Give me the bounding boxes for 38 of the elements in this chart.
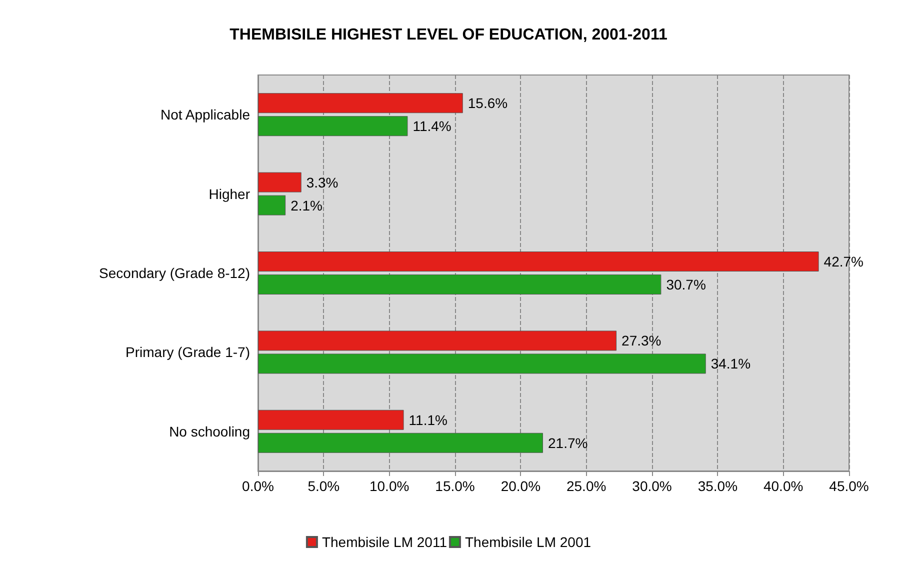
bar — [258, 354, 706, 374]
legend-label: Thembisile LM 2001 — [464, 534, 592, 550]
bar — [258, 252, 819, 272]
data-label: 3.3% — [306, 174, 338, 190]
chart-title: THEMBISILE HIGHEST LEVEL OF EDUCATION, 2001-2011 — [230, 26, 668, 44]
data-label: 42.7% — [824, 254, 864, 270]
x-tick-label: 45.0% — [829, 478, 869, 494]
data-label: 30.7% — [666, 276, 706, 292]
bar — [258, 172, 302, 192]
x-tick-label: 10.0% — [369, 478, 410, 494]
legend-label: Thembisile LM 2011 — [322, 534, 448, 550]
x-tick-label: 20.0% — [500, 478, 541, 494]
bar — [258, 330, 617, 351]
data-label: 15.6% — [468, 95, 508, 112]
x-tick-label: 35.0% — [698, 478, 738, 494]
bar — [258, 410, 404, 430]
data-label: 11.4% — [412, 118, 452, 134]
data-label: 2.1% — [290, 197, 322, 214]
y-tick-label: Higher — [208, 186, 250, 202]
data-label: 21.7% — [548, 434, 588, 451]
x-tick-label: 40.0% — [763, 478, 804, 494]
bar — [258, 274, 662, 294]
bar — [258, 116, 408, 136]
y-tick-label: Primary (Grade 1-7) — [126, 344, 250, 360]
bar — [258, 195, 286, 216]
bar — [258, 93, 463, 114]
data-label: 27.3% — [622, 332, 662, 349]
y-tick-label: Not Applicable — [160, 106, 250, 123]
x-tick-label: 30.0% — [632, 478, 672, 494]
y-tick-label: No schooling — [169, 423, 250, 440]
x-tick-label: 15.0% — [435, 478, 475, 494]
data-label: 34.1% — [710, 356, 751, 372]
y-tick-label: Secondary (Grade 8-12) — [99, 265, 250, 281]
x-tick-label: 5.0% — [308, 478, 340, 494]
bar — [258, 432, 543, 453]
data-label: 11.1% — [408, 412, 448, 428]
x-tick-label: 0.0% — [242, 478, 274, 494]
x-tick-label: 25.0% — [566, 478, 606, 494]
